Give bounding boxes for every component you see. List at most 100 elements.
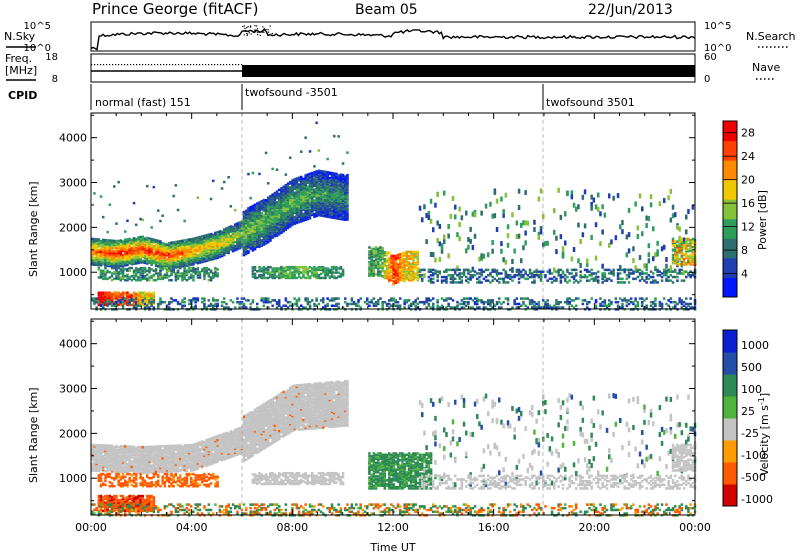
power-cell [110, 298, 114, 301]
power-cell [370, 267, 373, 271]
power-cell [370, 299, 373, 302]
power-cell [462, 270, 466, 273]
power-cell [280, 214, 283, 217]
power-cell [170, 242, 173, 246]
power-cell [183, 243, 186, 246]
power-cell [302, 193, 305, 197]
power-cell [135, 243, 138, 246]
power-cell [313, 189, 316, 193]
power-cell [152, 257, 156, 260]
power-cell [282, 304, 285, 308]
power-cell [524, 297, 527, 300]
power-cell [132, 238, 136, 241]
power-cell [416, 278, 420, 282]
power-cell [603, 274, 607, 277]
power-cell [194, 259, 197, 263]
power-cell [522, 274, 525, 277]
power-cell [379, 263, 382, 267]
power-cell [291, 187, 294, 190]
power-cell [93, 239, 96, 242]
power-cell [264, 228, 268, 232]
power-cell [511, 270, 514, 273]
power-cell [383, 261, 387, 265]
power-cell [330, 174, 334, 178]
power-cell [264, 231, 268, 234]
power-cell [328, 194, 332, 197]
power-cell [113, 263, 116, 267]
power-cell [597, 275, 600, 279]
power-cell [546, 306, 549, 309]
power-cell [374, 273, 378, 276]
power-cell [99, 243, 103, 247]
power-cell [467, 244, 470, 250]
power-cell [537, 196, 541, 202]
power-cell [225, 248, 228, 252]
power-cell [344, 207, 347, 211]
power-cell [328, 215, 332, 219]
power-cell [528, 275, 532, 279]
power-cell [135, 268, 138, 271]
power-cell [610, 272, 613, 275]
power-cell [385, 275, 389, 279]
power-cell [262, 271, 266, 274]
power-cell [238, 236, 241, 239]
power-cell [432, 268, 435, 272]
power-cell [561, 306, 565, 309]
power-cell [295, 217, 299, 221]
power-cell [236, 243, 239, 247]
power-cell [322, 174, 325, 177]
power-cell [291, 202, 294, 205]
power-cell [630, 268, 633, 272]
power-cell [143, 257, 147, 261]
power-cell [399, 261, 402, 264]
power-cell [377, 258, 380, 261]
power-cell [324, 186, 327, 190]
power-cell [104, 255, 107, 258]
power-cell [619, 224, 622, 230]
power-cell [214, 250, 217, 254]
power-cell [168, 267, 171, 270]
power-cell [150, 297, 153, 300]
power-cell [344, 215, 347, 219]
power-cell [223, 238, 226, 242]
power-cell [542, 242, 545, 248]
power-cell [269, 205, 272, 209]
power-cell [260, 212, 263, 215]
power-cell [150, 256, 153, 260]
power-cell [385, 270, 389, 273]
power-cell [282, 207, 285, 210]
power-cell [267, 220, 270, 224]
power-cell [427, 304, 431, 308]
power-cell [121, 246, 125, 250]
power-cell [291, 206, 294, 209]
power-cell [636, 304, 640, 308]
power-cell [289, 276, 292, 280]
power-cell [216, 252, 219, 256]
power-cell [539, 188, 543, 194]
power-cell [260, 244, 263, 247]
power-cell [91, 261, 94, 265]
power-cell [410, 304, 413, 308]
power-cell [377, 251, 380, 255]
power-cell [121, 240, 125, 243]
power-cell [493, 277, 497, 281]
power-cell [289, 197, 292, 200]
power-cell [333, 199, 336, 202]
power-cell [280, 276, 283, 280]
power-cell [110, 300, 114, 304]
power-cell [273, 191, 277, 195]
power-cell [304, 199, 307, 203]
power-cell [443, 275, 446, 279]
power-cell [113, 291, 116, 295]
power-cell [93, 249, 96, 253]
power-cell [264, 207, 268, 210]
power-cell [201, 268, 204, 271]
power-cell [313, 265, 316, 269]
power-cell [418, 274, 422, 277]
power-cell [317, 182, 321, 186]
power-cell [93, 256, 96, 260]
power-cell [592, 272, 596, 275]
power-cell [130, 297, 134, 300]
power-cell [157, 257, 160, 260]
power-cell [423, 302, 426, 306]
